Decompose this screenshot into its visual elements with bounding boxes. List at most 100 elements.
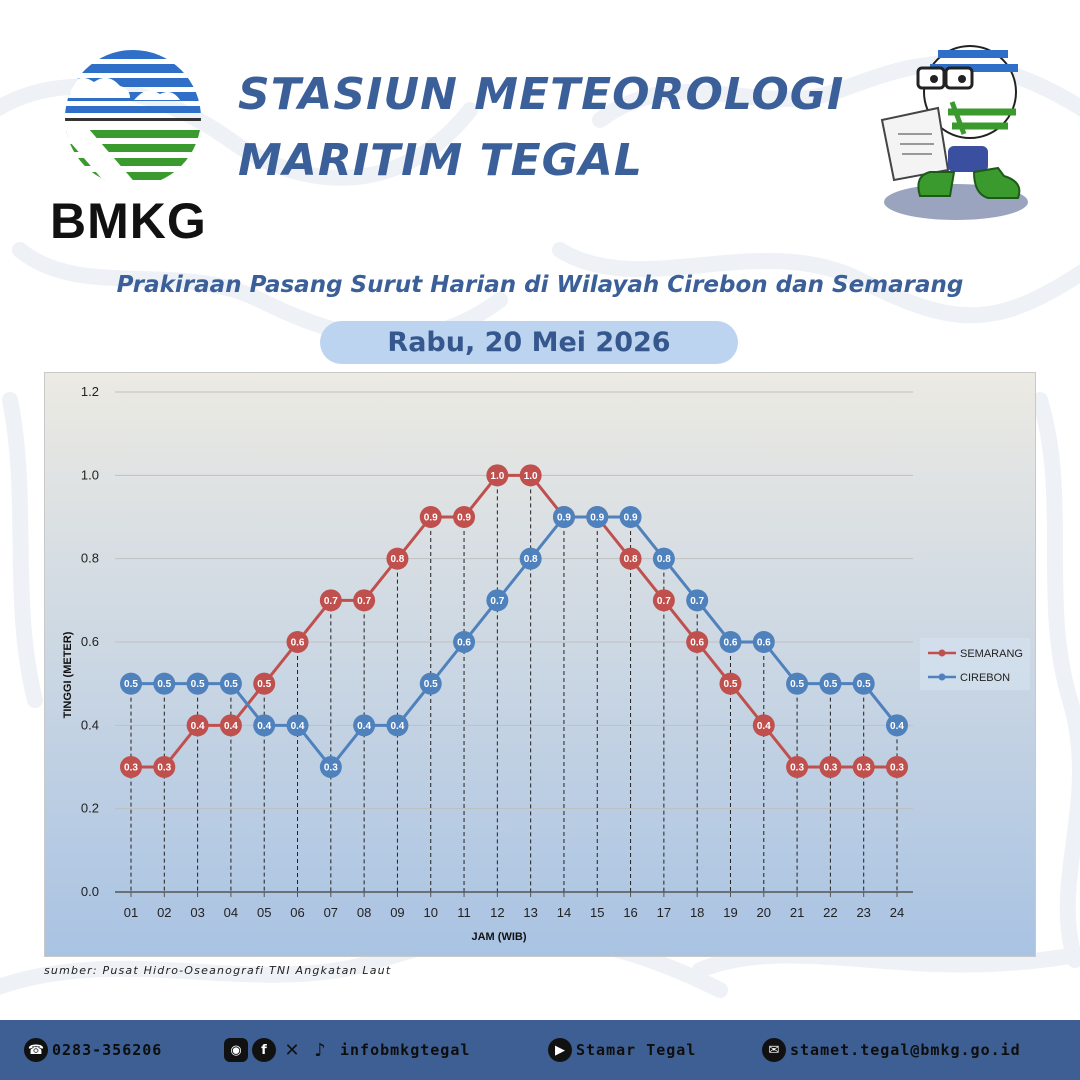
data-point [486, 589, 509, 612]
data-point [453, 631, 476, 653]
x-tick-label: 10 [424, 905, 438, 920]
x-tick-label: 05 [257, 905, 271, 920]
data-label: 0.3 [790, 763, 804, 774]
phone-number: 0283-356206 [52, 1041, 163, 1059]
background-pattern [0, 55, 1080, 998]
footer-social[interactable]: ◉ f ✕ ♪ infobmkgtegal [224, 1020, 470, 1080]
footer-email[interactable]: ✉ stamet.tegal@bmkg.go.id [762, 1020, 1021, 1080]
data-label: 0.3 [157, 763, 171, 774]
data-label: 0.3 [857, 763, 871, 774]
x-tick-label: 18 [690, 905, 704, 920]
tiktok-icon[interactable]: ♪ [314, 1039, 326, 1061]
data-point [453, 506, 476, 528]
data-label: 0.4 [257, 721, 271, 732]
mascot-illustration [880, 45, 1028, 220]
footer-phone[interactable]: ☎ 0283-356206 [24, 1020, 162, 1080]
data-label: 0.7 [490, 596, 504, 607]
data-label: 0.8 [624, 554, 638, 565]
data-point [319, 756, 342, 778]
data-point [519, 464, 542, 487]
data-point [552, 506, 575, 528]
x-tick-label: 07 [324, 905, 338, 920]
data-point [253, 672, 276, 695]
data-label: 0.6 [291, 638, 305, 649]
legend-label: CIREBON [960, 672, 1010, 684]
data-label: 0.4 [291, 721, 305, 732]
data-label: 0.4 [890, 721, 904, 732]
tide-chart: 0.3 0.3 0.4 0.4 0.5 0.6 0.7 0.7 0.8 0.9 0.9 1.0 1.0 0… [44, 372, 1036, 957]
chart-area [44, 372, 1036, 957]
station-title-line2: MARITIM TEGAL [238, 135, 643, 186]
data-label: 0.4 [224, 721, 238, 732]
data-point [120, 756, 142, 778]
data-label: 0.5 [790, 679, 804, 690]
y-tick-label: 0.0 [81, 884, 99, 899]
forecast-subtitle: Prakiraan Pasang Surut Harian di Wilayah… [116, 272, 964, 298]
x-tick-label: 01 [124, 905, 138, 920]
x-tick-label: 14 [557, 905, 571, 920]
station-title: STASIUN METEOROLOGI MARITIM TEGAL [238, 62, 844, 194]
instagram-icon[interactable]: ◉ [224, 1038, 248, 1062]
data-label: 0.6 [690, 638, 704, 649]
data-point [219, 672, 242, 695]
data-label: 0.3 [823, 763, 837, 774]
data-point [519, 547, 542, 570]
y-tick-label: 0.2 [81, 801, 99, 816]
x-tick-label: 17 [657, 905, 671, 920]
social-handle: infobmkgtegal [340, 1041, 471, 1059]
data-label: 0.4 [757, 721, 771, 732]
data-label: 0.5 [224, 679, 238, 690]
data-point [386, 714, 409, 737]
data-point [819, 672, 842, 695]
data-label: 1.0 [524, 471, 538, 482]
data-point [719, 672, 742, 695]
data-label: 0.5 [857, 679, 871, 690]
x-tick-label: 02 [157, 905, 171, 920]
data-label: 0.5 [257, 679, 271, 690]
footer-youtube[interactable]: ▶ Stamar Tegal [548, 1020, 696, 1080]
data-point [786, 672, 809, 695]
legend-box [920, 638, 1030, 690]
data-label: 0.7 [324, 596, 338, 607]
data-label: 0.5 [823, 679, 837, 690]
data-point [353, 589, 376, 612]
data-point [419, 506, 442, 528]
chart-legend: SEMARANG CIREBON [920, 638, 1030, 690]
data-label: 0.4 [191, 721, 205, 732]
data-point [819, 756, 842, 778]
data-point [353, 714, 376, 737]
y-tick-label: 1.0 [81, 467, 99, 482]
x-icon[interactable]: ✕ [284, 1039, 300, 1061]
data-point [253, 714, 276, 737]
data-label: 0.5 [157, 679, 171, 690]
data-point [319, 589, 342, 612]
data-source-note: sumber: Pusat Hidro-Oseanografi TNI Angk… [44, 964, 392, 977]
x-tick-label: 13 [523, 905, 537, 920]
x-tick-label: 03 [190, 905, 204, 920]
footer-bar: ☎ 0283-356206 ◉ f ✕ ♪ infobmkgtegal ▶ St… [0, 1020, 1080, 1080]
x-tick-label: 06 [290, 905, 304, 920]
x-tick-label: 11 [457, 905, 471, 920]
series-cirebon: 0.5 0.5 0.5 0.5 0.4 0.4 0.3 0.4 0.4 0.5 0.6 0.7 0.8 0… [120, 506, 908, 778]
data-point [619, 547, 642, 570]
x-axis-label: JAM (WIB) [472, 931, 527, 943]
facebook-icon[interactable]: f [252, 1038, 276, 1062]
x-tick-label: 08 [357, 905, 371, 920]
data-point [286, 631, 309, 653]
data-label: 1.0 [490, 471, 504, 482]
data-label: 0.9 [624, 513, 638, 524]
data-point [486, 464, 509, 487]
x-tick-label: 21 [790, 905, 804, 920]
data-label: 0.7 [357, 596, 371, 607]
legend-swatch-marker [938, 673, 946, 681]
data-point [652, 589, 675, 612]
x-tick-label: 16 [623, 905, 637, 920]
data-point [852, 672, 875, 695]
x-tick-label: 04 [224, 905, 238, 920]
x-tick-label: 24 [890, 905, 904, 920]
data-label: 0.7 [690, 596, 704, 607]
data-label: 0.9 [424, 513, 438, 524]
email-address: stamet.tegal@bmkg.go.id [790, 1041, 1021, 1059]
data-label: 0.3 [890, 763, 904, 774]
data-point [686, 631, 709, 653]
